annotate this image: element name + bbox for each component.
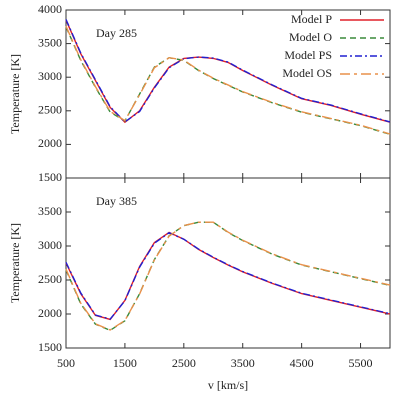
- x-tick-label: 2500: [172, 356, 196, 370]
- y-axis-label: Temperature [K]: [8, 223, 22, 303]
- y-tick-label: 2000: [38, 306, 62, 320]
- y-tick-label: 3500: [38, 204, 62, 218]
- y-tick-label: 1500: [38, 340, 62, 354]
- legend-label: Model P: [291, 12, 332, 26]
- y-axis-label: Temperature [K]: [8, 54, 22, 134]
- x-axis-label: v [km/s]: [208, 378, 248, 392]
- y-tick-label: 2000: [38, 136, 62, 150]
- annotation: Day 285: [96, 26, 137, 40]
- y-tick-label: 2500: [38, 103, 62, 117]
- series-line: [65, 19, 391, 123]
- x-tick-label: 1500: [113, 356, 137, 370]
- y-tick-label: 2500: [38, 272, 62, 286]
- y-tick-label: 3000: [38, 69, 62, 83]
- legend-label: Model O: [289, 30, 332, 44]
- series-line: [65, 231, 391, 320]
- x-tick-label: 5500: [349, 356, 373, 370]
- x-tick-label: 4500: [290, 356, 314, 370]
- y-tick-label: 4000: [38, 2, 62, 16]
- series-line: [65, 221, 391, 331]
- series-line: [65, 231, 391, 321]
- legend-label: Model PS: [284, 48, 332, 62]
- y-tick-label: 1500: [38, 170, 62, 184]
- x-tick-label: 3500: [231, 356, 255, 370]
- series-line: [65, 25, 391, 135]
- annotation: Day 385: [96, 194, 137, 208]
- x-tick-label: 500: [57, 356, 75, 370]
- y-tick-label: 3000: [38, 238, 62, 252]
- legend-label: Model OS: [282, 66, 332, 80]
- series-line: [65, 26, 391, 135]
- y-tick-label: 3500: [38, 35, 62, 49]
